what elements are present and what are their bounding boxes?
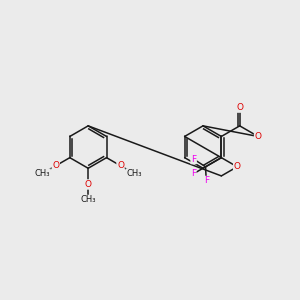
Text: F: F: [204, 176, 209, 185]
Text: O: O: [52, 161, 59, 170]
Text: F: F: [191, 169, 196, 178]
Text: O: O: [234, 162, 241, 171]
Text: CH₃: CH₃: [80, 195, 96, 204]
Text: CH₃: CH₃: [35, 169, 50, 178]
Text: F: F: [191, 154, 196, 164]
Text: O: O: [85, 180, 92, 189]
Text: O: O: [236, 103, 243, 112]
Text: O: O: [117, 161, 124, 170]
Text: O: O: [255, 132, 262, 141]
Text: CH₃: CH₃: [126, 169, 142, 178]
